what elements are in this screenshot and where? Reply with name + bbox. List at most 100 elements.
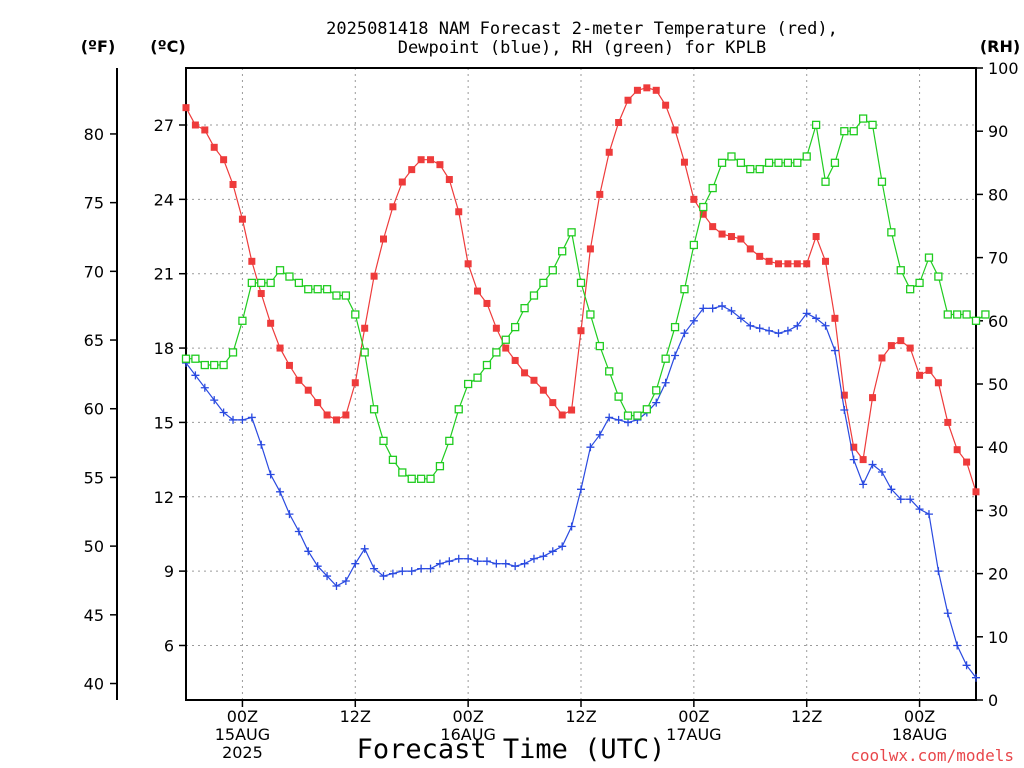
temperature-point (831, 314, 839, 322)
rh-point (670, 322, 680, 332)
temperature-point (737, 235, 745, 243)
rh-tick-label: 30 (988, 501, 1008, 520)
temperature-point (276, 344, 284, 352)
dewpoint-point (877, 467, 886, 476)
temperature-point (342, 411, 350, 419)
rh-point (595, 341, 604, 351)
rh-point (407, 474, 416, 483)
time-tick-label: 12Z (791, 707, 822, 726)
dewpoint-point (191, 371, 200, 380)
rh-point (219, 360, 228, 370)
celsius-tick-label: 24 (154, 190, 174, 209)
temperature-point (398, 178, 406, 186)
temperature-point (304, 386, 312, 394)
fahrenheit-tick-label: 40 (84, 675, 104, 694)
rh-point (953, 310, 962, 319)
data-series (181, 84, 990, 682)
temperature-point (502, 344, 510, 352)
rh-point (332, 291, 341, 300)
dewpoint-point (567, 522, 576, 531)
fahrenheit-axis: 40 45 50 55 60 65 70 75 80 (84, 125, 117, 694)
dewpoint-point (332, 581, 341, 590)
rh-point (181, 354, 191, 363)
dewpoint-point (924, 510, 933, 519)
temperature-point (812, 233, 820, 241)
dewpoint-point (614, 415, 623, 424)
dewpoint-point (793, 321, 802, 330)
fahrenheit-tick-label: 75 (84, 194, 104, 213)
fahrenheit-tick-label: 50 (84, 537, 104, 556)
temperature-point (718, 230, 726, 238)
celsius-tick-label: 15 (154, 413, 174, 432)
temperature-point (191, 121, 199, 129)
rh-point (247, 278, 256, 288)
rh-point (558, 247, 567, 256)
rh-tick-label: 80 (988, 185, 1008, 204)
rh-point (934, 272, 943, 281)
temperature-point (756, 252, 764, 260)
rh-point (210, 360, 219, 370)
fahrenheit-unit-label: (ºF) (81, 37, 116, 56)
rh-point (275, 266, 285, 275)
celsius-tick-label: 6 (164, 636, 174, 655)
rh-point (529, 291, 539, 300)
temperature-point (474, 287, 482, 295)
rh-tick-label: 10 (988, 628, 1008, 647)
dewpoint-point (943, 609, 952, 618)
rh-point (736, 158, 746, 167)
rh-unit-label: (RH) (980, 37, 1020, 56)
rh-point (906, 285, 915, 294)
dewpoint-point (595, 430, 604, 439)
temperature-point (332, 416, 340, 424)
temperature-point (511, 356, 519, 364)
dewpoint-point (652, 398, 661, 407)
temperature-point (925, 366, 933, 374)
temperature-point (220, 156, 228, 164)
temperature-point (944, 418, 952, 426)
temperature-point (709, 223, 717, 231)
dewpoint-point (407, 567, 416, 576)
rh-point (868, 120, 877, 130)
rh-point (501, 335, 510, 344)
dewpoint-point (482, 557, 491, 566)
celsius-tick-label: 9 (164, 562, 174, 581)
temperature-point (436, 161, 444, 169)
temperature-point (380, 235, 387, 243)
rh-point (322, 285, 332, 294)
temperature-point (916, 371, 924, 379)
rh-point (482, 360, 492, 370)
rh-point (416, 474, 426, 483)
temperature-point (887, 342, 895, 350)
dewpoint-point (915, 505, 924, 514)
rh-point (877, 177, 887, 186)
dewpoint-point (896, 495, 905, 504)
temperature-point (746, 245, 754, 253)
rh-point (623, 411, 633, 420)
rh-point (971, 316, 981, 325)
dewpoint-point (520, 559, 529, 568)
dewpoint-point (200, 383, 209, 392)
rh-point (492, 348, 501, 357)
temperature-point (483, 299, 491, 307)
dewpoint-point (210, 396, 219, 405)
dewpoint-point (285, 510, 294, 519)
temperature-point (633, 86, 641, 94)
temperature-point (285, 361, 293, 369)
temperature-point (605, 148, 613, 156)
rh-point (266, 278, 275, 288)
dewpoint-point (558, 542, 567, 551)
temperature-point (869, 394, 877, 402)
temperature-point (671, 126, 679, 134)
rh-point (661, 354, 670, 363)
dewpoint-series (182, 301, 980, 682)
temperature-point (427, 156, 435, 164)
temperature-point (586, 245, 594, 253)
temperature-point (615, 119, 623, 127)
rh-point (811, 120, 821, 130)
rh-point (858, 114, 868, 123)
celsius-tick-label: 27 (154, 116, 174, 135)
time-tick-label: 12Z (565, 707, 596, 726)
dewpoint-point (445, 557, 454, 566)
dewpoint-point (229, 415, 238, 424)
